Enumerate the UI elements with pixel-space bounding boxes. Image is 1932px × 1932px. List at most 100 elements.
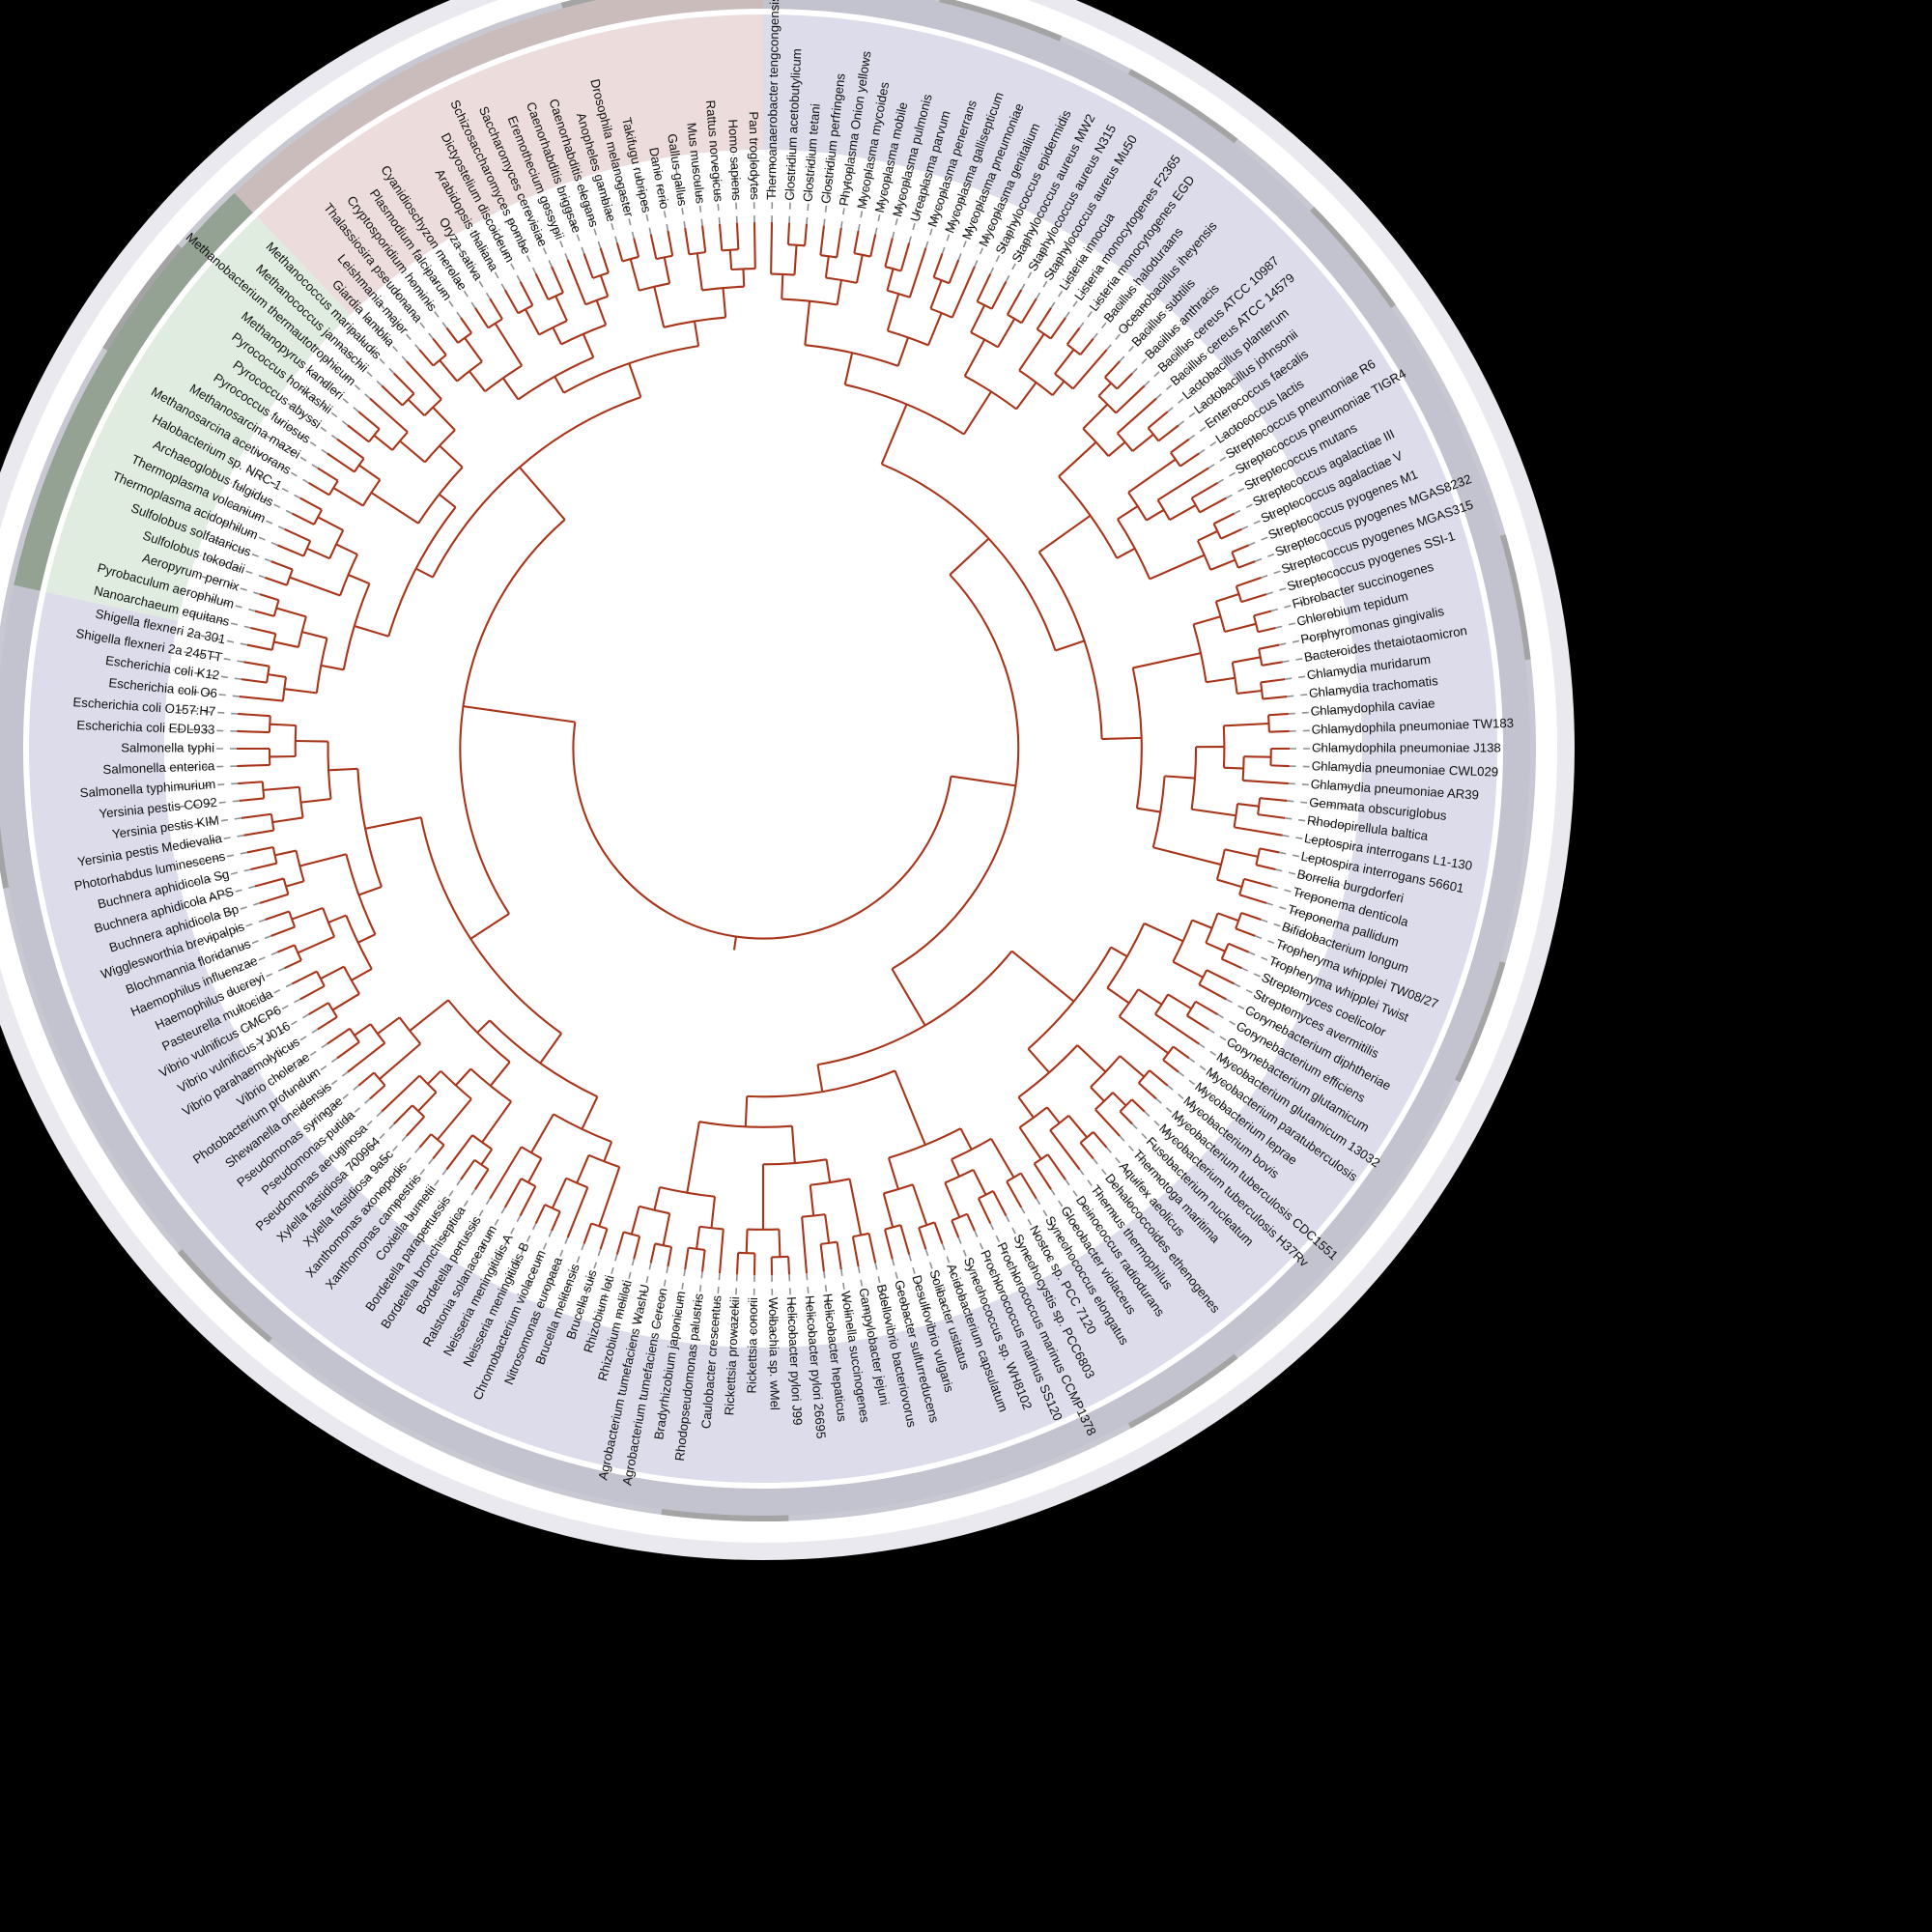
- leader-line: [874, 167, 892, 235]
- leader-line: [1208, 1028, 1267, 1067]
- leader-line: [1287, 689, 1356, 697]
- leader-line: [1050, 1188, 1090, 1248]
- leader-line: [259, 1028, 319, 1067]
- leader-line: [193, 573, 261, 595]
- leader-line: [437, 249, 476, 309]
- leader-line: [974, 203, 1004, 268]
- leader-line: [389, 1157, 434, 1213]
- leader-line: [1119, 1135, 1167, 1187]
- leader-line: [1020, 1207, 1056, 1268]
- leaf-label: Homo sapiens: [725, 119, 744, 201]
- leader-line: [541, 195, 569, 261]
- leader-line: [248, 1013, 309, 1050]
- leader-line: [1036, 1198, 1073, 1258]
- leader-line: [176, 649, 244, 664]
- leader-line: [1234, 482, 1296, 515]
- leader-line: [857, 163, 872, 232]
- leader-line: [713, 156, 721, 224]
- leader-line: [470, 1207, 506, 1268]
- leader-line: [359, 1135, 408, 1187]
- leader-line: [1188, 1057, 1245, 1099]
- leader-line: [1131, 324, 1181, 375]
- leader-line: [1020, 229, 1056, 291]
- leader-line: [523, 1230, 553, 1294]
- leaf-label: Pan troglodytes: [747, 111, 763, 200]
- leader-line: [654, 163, 669, 232]
- leader-line: [168, 765, 238, 770]
- leader-line: [892, 1259, 910, 1326]
- leader-line: [207, 935, 271, 961]
- leader-line: [1065, 1179, 1106, 1236]
- leader-line: [1198, 1042, 1257, 1084]
- leader-line: [1241, 499, 1305, 530]
- leader-line: [1188, 398, 1245, 440]
- leader-line: [597, 176, 618, 243]
- leader-line: [908, 176, 929, 243]
- leader-line: [169, 782, 239, 789]
- leaf-label: Rickettsia prowazekii: [722, 1296, 742, 1416]
- leader-line: [505, 1223, 537, 1286]
- leader-line: [359, 310, 408, 362]
- leader-line: [505, 212, 537, 274]
- leader-line: [1255, 935, 1320, 961]
- leader-line: [654, 1265, 669, 1334]
- leader-line: [239, 998, 301, 1033]
- leader-line: [170, 689, 240, 697]
- leader-line: [374, 297, 420, 351]
- inner-white-disc-group: [164, 150, 1362, 1348]
- leader-line: [345, 1122, 395, 1174]
- leader-line: [193, 902, 261, 924]
- leader-line: [974, 1230, 1004, 1294]
- leader-line: [170, 800, 240, 809]
- leader-line: [753, 154, 755, 223]
- leader-line: [908, 1254, 929, 1321]
- leader-line: [420, 1179, 462, 1236]
- leader-line: [1261, 554, 1326, 579]
- leader-line: [1289, 765, 1358, 770]
- leader-line: [616, 171, 635, 239]
- leader-line: [270, 1042, 328, 1084]
- leader-line: [213, 518, 278, 547]
- leader-line: [1217, 447, 1278, 484]
- leader-line: [1050, 249, 1090, 309]
- leader-line: [1167, 1085, 1221, 1130]
- leader-line: [248, 447, 309, 484]
- leader-line: [179, 630, 247, 646]
- leader-line: [1178, 383, 1234, 426]
- leaf-label: Wolbachia sp. wMel: [766, 1297, 782, 1410]
- leader-line: [1255, 536, 1320, 562]
- leaf-label: Salmonella enterica: [102, 758, 215, 777]
- leaf-label: Thermoanaerobacter tengcongensis: [764, 0, 782, 200]
- leader-line: [694, 157, 703, 226]
- leader-line: [1065, 261, 1106, 319]
- leader-line: [1248, 518, 1313, 547]
- leader-line: [1241, 967, 1305, 998]
- leader-line: [840, 159, 853, 229]
- leader-line: [840, 1268, 853, 1338]
- leader-line: [957, 195, 985, 261]
- leader-line: [1005, 1215, 1038, 1277]
- leader-line: [488, 220, 522, 282]
- leader-line: [823, 157, 833, 226]
- leader-line: [331, 1111, 383, 1160]
- leader-line: [1270, 885, 1338, 905]
- leader-line: [200, 554, 266, 579]
- leader-line: [420, 261, 462, 319]
- leader-line: [1106, 1147, 1152, 1201]
- leader-line: [293, 383, 349, 426]
- leader-line: [374, 1147, 420, 1201]
- leader-line: [989, 1223, 1021, 1286]
- leader-line: [184, 611, 251, 629]
- leader-line: [1225, 465, 1288, 499]
- leader-line: [488, 1215, 522, 1277]
- leader-line: [732, 1274, 738, 1344]
- leader-line: [941, 1243, 967, 1309]
- leader-line: [673, 159, 686, 229]
- leader-line: [345, 324, 395, 375]
- leader-line: [559, 188, 585, 254]
- domain-sector-group: [0, 0, 1530, 1516]
- leader-line: [673, 1268, 686, 1338]
- leader-line: [616, 1259, 635, 1326]
- leader-line: [941, 188, 967, 254]
